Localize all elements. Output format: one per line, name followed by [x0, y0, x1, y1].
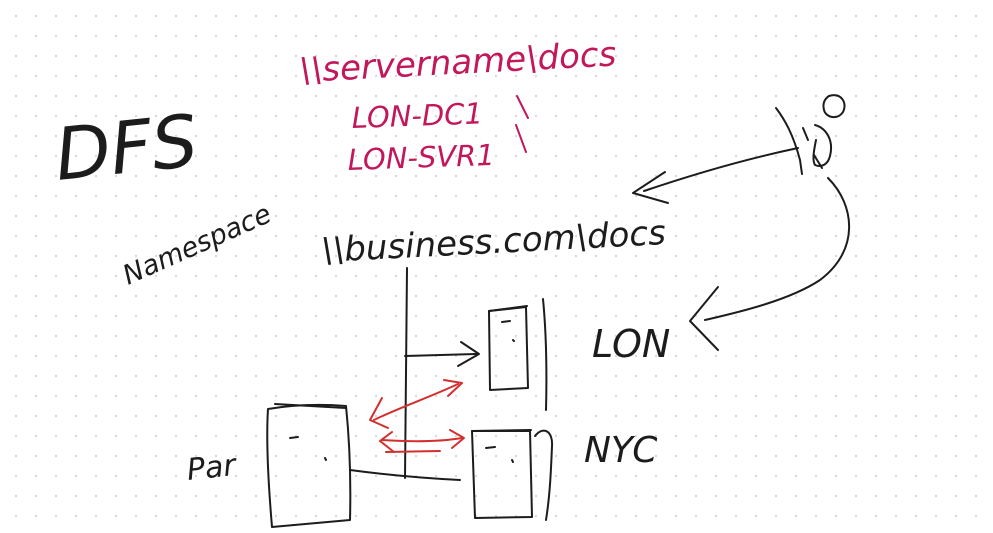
- replication-arrows: [369, 379, 465, 453]
- site-label-par: Par: [185, 448, 239, 488]
- replication-arrow-par-lon: [373, 383, 459, 421]
- server-name-2: LON-SVR1: [347, 138, 495, 177]
- dfs-title: DFS: [51, 98, 202, 196]
- replication-arrow-par-nyc: [381, 437, 463, 443]
- namespace-unc-path: \\business.com\docs: [320, 213, 666, 271]
- magenta-separator-strokes: [515, 95, 529, 153]
- par-server-icon: [266, 403, 352, 528]
- site-label-lon: LON: [592, 322, 670, 366]
- arrow-user-to-namespace: [632, 147, 799, 204]
- server-name-1: LON-DC1: [351, 96, 483, 135]
- arrow-user-to-lon: [689, 177, 851, 351]
- site-label-nyc: NYC: [584, 430, 658, 471]
- server-unc-path: \\servername\docs: [298, 34, 617, 91]
- namespace-label: Namespace: [118, 198, 276, 291]
- nyc-server-icon: [471, 429, 554, 521]
- server-unc-group: \\servername\docs LON-DC1 LON-SVR1: [298, 34, 617, 177]
- lon-server-icon: [488, 298, 548, 411]
- user-icon: [775, 94, 846, 175]
- namespace-trunk: [349, 267, 480, 481]
